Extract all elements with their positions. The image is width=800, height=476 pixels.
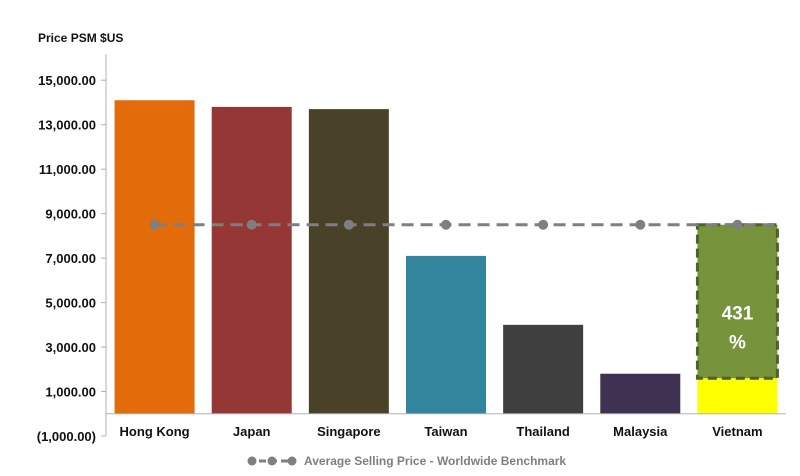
bar-malaysia bbox=[600, 373, 681, 414]
bar-thailand bbox=[503, 324, 584, 414]
benchmark-series bbox=[149, 219, 778, 230]
bar-singapore bbox=[308, 109, 389, 414]
x-tick-label: Singapore bbox=[317, 424, 381, 439]
y-tick-label: 7,000.00 bbox=[45, 251, 96, 266]
y-tick-label: 13,000.00 bbox=[38, 118, 96, 133]
gap-box bbox=[695, 223, 779, 380]
gap-label: % bbox=[729, 332, 746, 353]
bar-vietnam bbox=[697, 378, 778, 414]
y-tick-label: 5,000.00 bbox=[45, 296, 96, 311]
y-tick-label: 15,000.00 bbox=[38, 73, 96, 88]
bar-taiwan bbox=[406, 255, 486, 414]
y-tick-label: 3,000.00 bbox=[45, 340, 96, 355]
y-axis-title: Price PSM $US bbox=[38, 31, 123, 45]
x-tick-label: Malaysia bbox=[613, 424, 668, 439]
legend-label: Average Selling Price - Worldwide Benchm… bbox=[304, 454, 566, 468]
legend: Average Selling Price - Worldwide Benchm… bbox=[247, 454, 566, 468]
benchmark-point bbox=[635, 219, 646, 230]
x-tick-label: Taiwan bbox=[424, 424, 467, 439]
x-tick-label: Japan bbox=[233, 424, 271, 439]
bar-japan bbox=[211, 106, 292, 414]
x-axis: Hong Kong Japan Singapore Taiwan Thailand Mal… bbox=[106, 413, 786, 439]
legend-marker bbox=[287, 456, 297, 466]
x-tick-label: Thailand bbox=[516, 424, 570, 439]
legend-marker bbox=[247, 456, 257, 466]
y-tick-label: (1,000.00) bbox=[37, 429, 96, 444]
benchmark-point bbox=[441, 219, 451, 230]
bars-group bbox=[114, 100, 778, 414]
bar-hong-kong bbox=[114, 100, 195, 414]
y-axis: (1,000.00) 1,000.00 3,000.00 5,000.00 7,000.… bbox=[37, 54, 107, 444]
benchmark-point bbox=[538, 219, 549, 230]
gap-annotation: 431% bbox=[695, 223, 779, 380]
y-tick-label: 11,000.00 bbox=[39, 162, 96, 177]
benchmark-point bbox=[149, 219, 160, 230]
benchmark-point bbox=[246, 219, 257, 230]
y-tick-label: 9,000.00 bbox=[45, 207, 96, 222]
legend-marker bbox=[267, 456, 277, 466]
y-tick-label: 1,000.00 bbox=[45, 385, 96, 400]
benchmark-point bbox=[732, 219, 743, 230]
gap-label: 431 bbox=[722, 303, 754, 324]
x-tick-label: Hong Kong bbox=[120, 424, 190, 439]
benchmark-point bbox=[343, 219, 354, 230]
x-tick-label: Vietnam bbox=[712, 424, 762, 439]
